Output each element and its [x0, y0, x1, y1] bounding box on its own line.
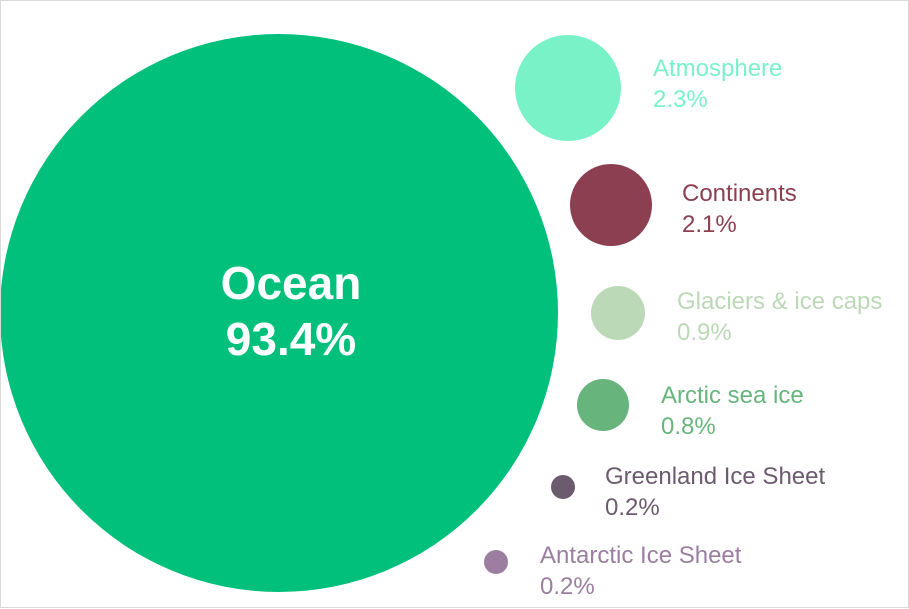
bubble-value-glaciers-and-ice-caps: 0.9%	[677, 319, 732, 346]
bubble-arctic-sea-ice	[577, 379, 629, 431]
bubble-label-antarctic-ice-sheet: Antarctic Ice Sheet	[540, 542, 742, 569]
bubble-glaciers-and-ice-caps	[591, 286, 645, 340]
bubble-antarctic-ice-sheet	[484, 550, 508, 574]
bubble-value-antarctic-ice-sheet: 0.2%	[540, 573, 595, 600]
bubble-value-greenland-ice-sheet: 0.2%	[605, 494, 660, 521]
bubble-value-atmosphere: 2.3%	[653, 86, 708, 113]
bubble-greenland-ice-sheet	[551, 475, 575, 499]
bubble-value-arctic-sea-ice: 0.8%	[661, 413, 716, 440]
bubble-atmosphere	[515, 35, 621, 141]
bubble-label-glaciers-and-ice-caps: Glaciers & ice caps	[677, 288, 882, 315]
bubble-label-continents: Continents	[682, 180, 797, 207]
bubble-label-arctic-sea-ice: Arctic sea ice	[661, 382, 804, 409]
bubble-label-atmosphere: Atmosphere	[653, 55, 782, 82]
bubble-ocean	[1, 34, 558, 592]
bubble-value-continents: 2.1%	[682, 211, 737, 238]
bubble-label-ocean: Ocean	[221, 257, 362, 309]
bubble-value-ocean: 93.4%	[226, 313, 356, 365]
bubble-continents	[570, 164, 652, 246]
bubble-label-greenland-ice-sheet: Greenland Ice Sheet	[605, 463, 825, 490]
